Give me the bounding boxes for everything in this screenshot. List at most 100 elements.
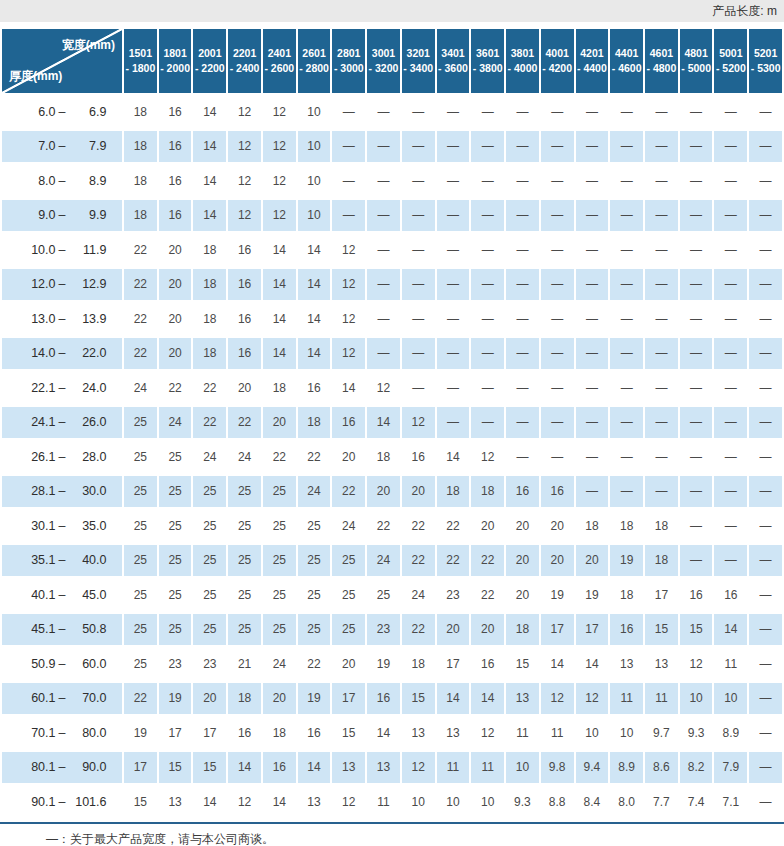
width-range-header: 1501- 1800 — [124, 29, 157, 93]
length-value-cell: — — [610, 372, 643, 404]
length-value-cell: 9.3 — [680, 717, 713, 749]
length-value-cell: 16 — [228, 303, 261, 335]
length-value-cell: 20 — [576, 545, 609, 577]
length-value-cell: 18 — [610, 579, 643, 611]
length-value-cell: — — [471, 303, 504, 335]
length-value-cell: — — [367, 338, 400, 370]
length-value-cell: 19 — [576, 579, 609, 611]
length-value-cell: 25 — [298, 614, 331, 646]
length-value-cell: 22 — [402, 510, 435, 542]
table-row: 45.1–50.82525252525252523222020181717161… — [2, 614, 782, 646]
length-value-cell: 23 — [159, 648, 192, 680]
length-value-cell: 13 — [610, 648, 643, 680]
length-value-cell: — — [610, 269, 643, 301]
length-value-cell: 25 — [263, 614, 296, 646]
length-value-cell: 10 — [402, 786, 435, 818]
length-value-cell: — — [437, 372, 470, 404]
length-value-cell: 11 — [645, 683, 678, 715]
length-value-cell: 12 — [680, 648, 713, 680]
length-value-cell: — — [367, 96, 400, 128]
length-value-cell: 22 — [124, 683, 157, 715]
length-value-cell: 25 — [159, 614, 192, 646]
table-row: 35.1–40.02525252525252524222222202020191… — [2, 545, 782, 577]
table-row: 90.1–101.615131412141312111010109.38.88.… — [2, 786, 782, 818]
length-value-cell: 12 — [367, 372, 400, 404]
length-value-cell: — — [541, 372, 574, 404]
length-value-cell: — — [645, 96, 678, 128]
length-value-cell: — — [645, 476, 678, 508]
length-value-cell: — — [749, 441, 782, 473]
length-value-cell: 17 — [193, 717, 226, 749]
length-value-cell: — — [714, 510, 747, 542]
length-value-cell: — — [610, 303, 643, 335]
length-value-cell: — — [506, 441, 539, 473]
length-value-cell: 17 — [159, 717, 192, 749]
length-value-cell: 18 — [263, 372, 296, 404]
length-value-cell: — — [680, 165, 713, 197]
length-value-cell: 7.7 — [645, 786, 678, 818]
length-value-cell: 14 — [332, 372, 365, 404]
length-value-cell: 25 — [124, 614, 157, 646]
length-value-cell: — — [610, 200, 643, 232]
length-value-cell: — — [437, 338, 470, 370]
width-range-header: 2401- 2600 — [263, 29, 296, 93]
length-value-cell: 19 — [298, 683, 331, 715]
table-row: 9.0–9.9181614121210————————————— — [2, 200, 782, 232]
table-row: 60.1–70.02219201820191716151414131212111… — [2, 683, 782, 715]
length-value-cell: 18 — [228, 683, 261, 715]
length-value-cell: 12 — [471, 717, 504, 749]
length-value-cell: 16 — [506, 476, 539, 508]
length-value-cell: 25 — [159, 476, 192, 508]
length-value-cell: 18 — [124, 96, 157, 128]
length-value-cell: — — [402, 165, 435, 197]
length-value-cell: 13 — [402, 717, 435, 749]
length-value-cell: — — [402, 303, 435, 335]
length-value-cell: 14 — [193, 165, 226, 197]
width-range-header: 3801- 4000 — [506, 29, 539, 93]
length-value-cell: 25 — [193, 614, 226, 646]
length-value-cell: 24 — [298, 476, 331, 508]
length-value-cell: — — [749, 614, 782, 646]
length-value-cell: — — [437, 407, 470, 439]
length-value-cell: 25 — [193, 476, 226, 508]
length-value-cell: — — [541, 234, 574, 266]
length-value-cell: — — [506, 200, 539, 232]
thickness-range-label: 7.0–7.9 — [2, 131, 122, 163]
length-value-cell: 18 — [263, 717, 296, 749]
length-value-cell: 18 — [437, 476, 470, 508]
length-value-cell: — — [645, 441, 678, 473]
length-value-cell: 14 — [298, 269, 331, 301]
thickness-range-label: 10.0–11.9 — [2, 234, 122, 266]
length-value-cell: — — [749, 476, 782, 508]
length-value-cell: 20 — [332, 648, 365, 680]
table-row: 14.0–22.022201816141412———————————— — [2, 338, 782, 370]
length-value-cell: 11 — [714, 648, 747, 680]
length-value-cell: 16 — [159, 96, 192, 128]
length-value-cell: 20 — [506, 579, 539, 611]
length-value-cell: 9.7 — [645, 717, 678, 749]
length-value-cell: — — [506, 131, 539, 163]
length-value-cell: 7.4 — [680, 786, 713, 818]
length-value-cell: — — [610, 476, 643, 508]
length-value-cell: 11 — [471, 752, 504, 784]
length-value-cell: — — [714, 441, 747, 473]
length-value-cell: 18 — [298, 407, 331, 439]
length-value-cell: 19 — [159, 683, 192, 715]
width-range-header: 4201- 4400 — [576, 29, 609, 93]
length-value-cell: 16 — [298, 372, 331, 404]
length-value-cell: — — [506, 338, 539, 370]
table-row: 40.1–45.02525252525252525242322201919181… — [2, 579, 782, 611]
length-value-cell: 20 — [332, 441, 365, 473]
length-value-cell: 18 — [610, 510, 643, 542]
length-value-cell: 16 — [159, 165, 192, 197]
length-value-cell: — — [749, 510, 782, 542]
length-value-cell: — — [471, 269, 504, 301]
length-value-cell: 25 — [193, 545, 226, 577]
length-value-cell: — — [680, 234, 713, 266]
length-value-cell: — — [471, 338, 504, 370]
length-value-cell: — — [680, 96, 713, 128]
length-value-cell: 14 — [228, 752, 261, 784]
bottom-rule — [0, 822, 784, 824]
length-value-cell: — — [576, 131, 609, 163]
length-value-cell: 22 — [332, 476, 365, 508]
